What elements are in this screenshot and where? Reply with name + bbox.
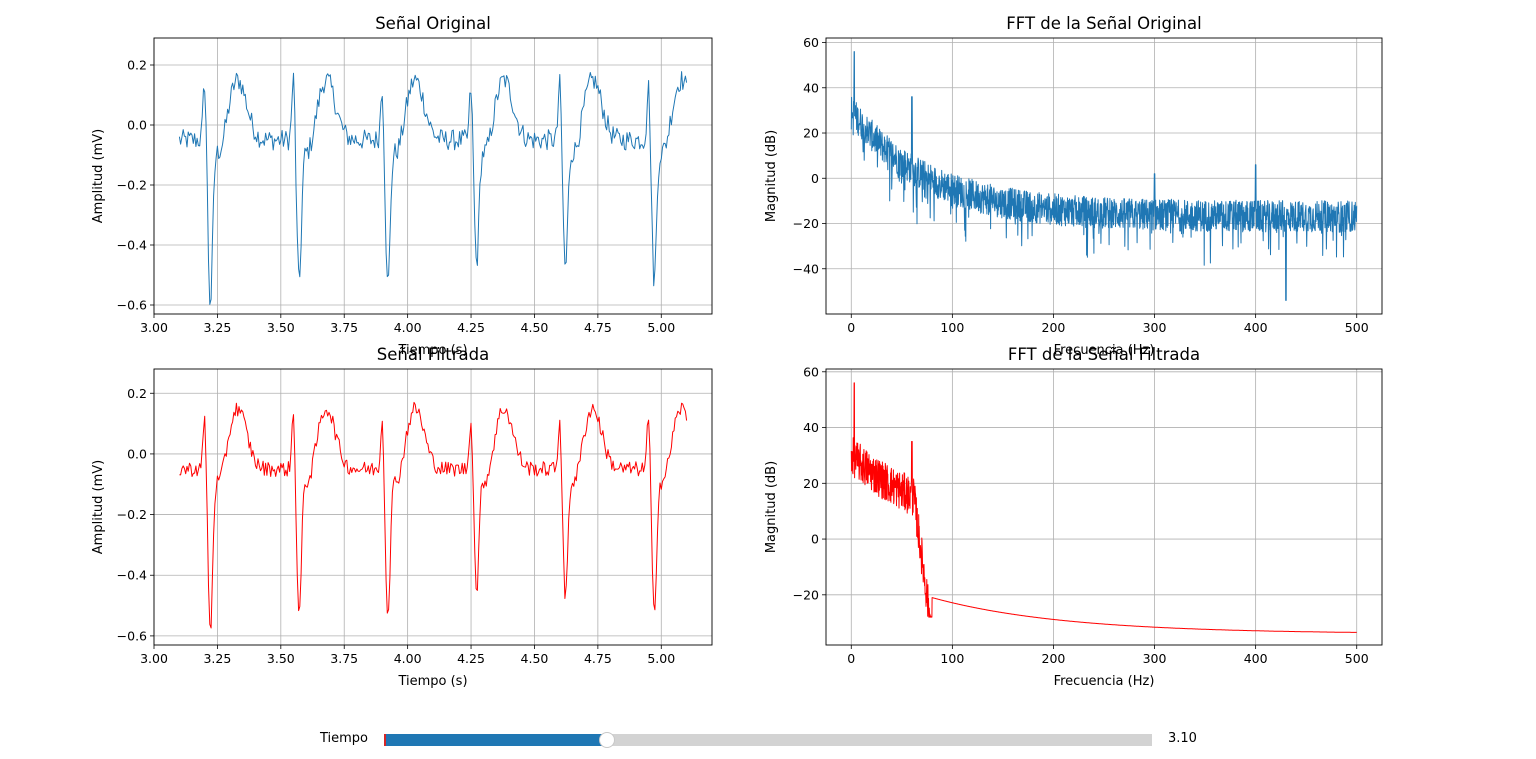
filtered_time-panel: 3.00 3.25 3.50 3.75 4.00 4.25 4.50 4.75 5.00 −0.6… — [117, 368, 713, 666]
x-tick-label: 3.00 — [140, 651, 168, 666]
x-axis-label: Tiempo (s) — [397, 674, 467, 689]
x-tick-label: 200 — [1042, 651, 1066, 666]
x-tick-label: 3.50 — [267, 651, 295, 666]
filtered_time-series-line — [179, 401, 688, 629]
y-tick-label: 0 — [811, 171, 819, 186]
y-axis-label: Amplitud (mV) — [91, 460, 106, 554]
slider-fill — [384, 734, 607, 746]
axes-frame — [825, 368, 1383, 646]
original_time-panel: 3.00 3.25 3.50 3.75 4.00 4.25 4.50 4.75 5.00 −0.6… — [117, 37, 713, 335]
y-axis-label: Magnitud (dB) — [764, 461, 779, 553]
x-tick-label: 0 — [847, 651, 855, 666]
x-tick-label: 4.25 — [457, 651, 485, 666]
x-axis-label: Frecuencia (Hz) — [1054, 343, 1155, 358]
x-tick-label: 3.75 — [330, 651, 358, 666]
y-tick-label: −20 — [793, 587, 819, 602]
x-tick-label: 400 — [1244, 651, 1268, 666]
original_fft-panel: 0 100 200 300 400 500 −40 −20 0 20 40 60 — [793, 35, 1383, 335]
axes-frame — [825, 37, 1383, 315]
y-tick-label: −0.2 — [117, 178, 147, 193]
x-tick-label: 5.00 — [647, 651, 675, 666]
x-tick-label: 100 — [940, 651, 964, 666]
slider-handle[interactable] — [598, 732, 615, 748]
filtered_fft-series-line — [850, 382, 1357, 633]
x-tick-label: 4.50 — [521, 651, 549, 666]
x-tick-label: 200 — [1042, 320, 1066, 335]
chart-title: FFT de la Señal Original — [1006, 14, 1201, 33]
y-tick-label: 0.0 — [127, 446, 147, 461]
y-tick-label: 20 — [803, 126, 819, 141]
time-slider[interactable] — [384, 732, 1152, 748]
x-tick-label: 0 — [847, 320, 855, 335]
slider-label: Tiempo — [319, 731, 368, 746]
x-tick-label: 400 — [1244, 320, 1268, 335]
x-tick-label: 4.00 — [394, 320, 422, 335]
y-tick-label: 0.0 — [127, 118, 147, 133]
y-axis-label: Amplitud (mV) — [91, 129, 106, 223]
y-tick-label: 60 — [803, 364, 819, 379]
x-tick-label: 5.00 — [647, 320, 675, 335]
x-tick-label: 4.75 — [584, 651, 612, 666]
x-tick-label: 3.25 — [203, 320, 231, 335]
chart-title: Señal Filtrada — [377, 345, 489, 364]
slider-value: 3.10 — [1168, 731, 1197, 746]
y-tick-label: 0 — [811, 532, 819, 547]
x-tick-label: 500 — [1345, 651, 1369, 666]
original_time-series-line — [178, 71, 688, 305]
x-tick-label: 4.25 — [457, 320, 485, 335]
y-tick-label: 60 — [803, 35, 819, 50]
y-tick-label: −20 — [793, 216, 819, 231]
x-tick-label: 3.25 — [203, 651, 231, 666]
x-tick-label: 3.75 — [330, 320, 358, 335]
chart-title: Señal Original — [375, 14, 491, 33]
y-tick-label: −0.2 — [117, 507, 147, 522]
x-tick-label: 300 — [1143, 320, 1167, 335]
axes-frame — [153, 37, 713, 315]
y-tick-label: −40 — [793, 261, 819, 276]
x-axis-label: Tiempo (s) — [397, 343, 467, 358]
x-tick-label: 4.00 — [394, 651, 422, 666]
y-tick-label: 40 — [803, 420, 819, 435]
x-tick-label: 4.75 — [584, 320, 612, 335]
y-axis-label: Magnitud (dB) — [764, 130, 779, 222]
y-tick-label: 0.2 — [127, 58, 147, 73]
x-tick-label: 100 — [940, 320, 964, 335]
axes-frame — [153, 368, 713, 646]
y-tick-label: −0.4 — [117, 238, 147, 253]
chart-title: FFT de la Señal Filtrada — [1008, 345, 1200, 364]
y-tick-label: 20 — [803, 476, 819, 491]
y-tick-label: 40 — [803, 80, 819, 95]
x-tick-label: 300 — [1143, 651, 1167, 666]
x-tick-label: 3.50 — [267, 320, 295, 335]
filtered_fft-panel: 0 100 200 300 400 500 −20 0 20 40 60 — [793, 364, 1383, 666]
y-tick-label: 0.2 — [127, 386, 147, 401]
x-tick-label: 500 — [1345, 320, 1369, 335]
x-axis-label: Frecuencia (Hz) — [1054, 674, 1155, 689]
x-tick-label: 4.50 — [521, 320, 549, 335]
original_fft-series-line — [850, 51, 1358, 301]
y-tick-label: −0.4 — [117, 568, 147, 583]
slider-initial-marker — [384, 734, 386, 746]
x-tick-label: 3.00 — [140, 320, 168, 335]
y-tick-label: −0.6 — [117, 298, 147, 313]
y-tick-label: −0.6 — [117, 628, 147, 643]
